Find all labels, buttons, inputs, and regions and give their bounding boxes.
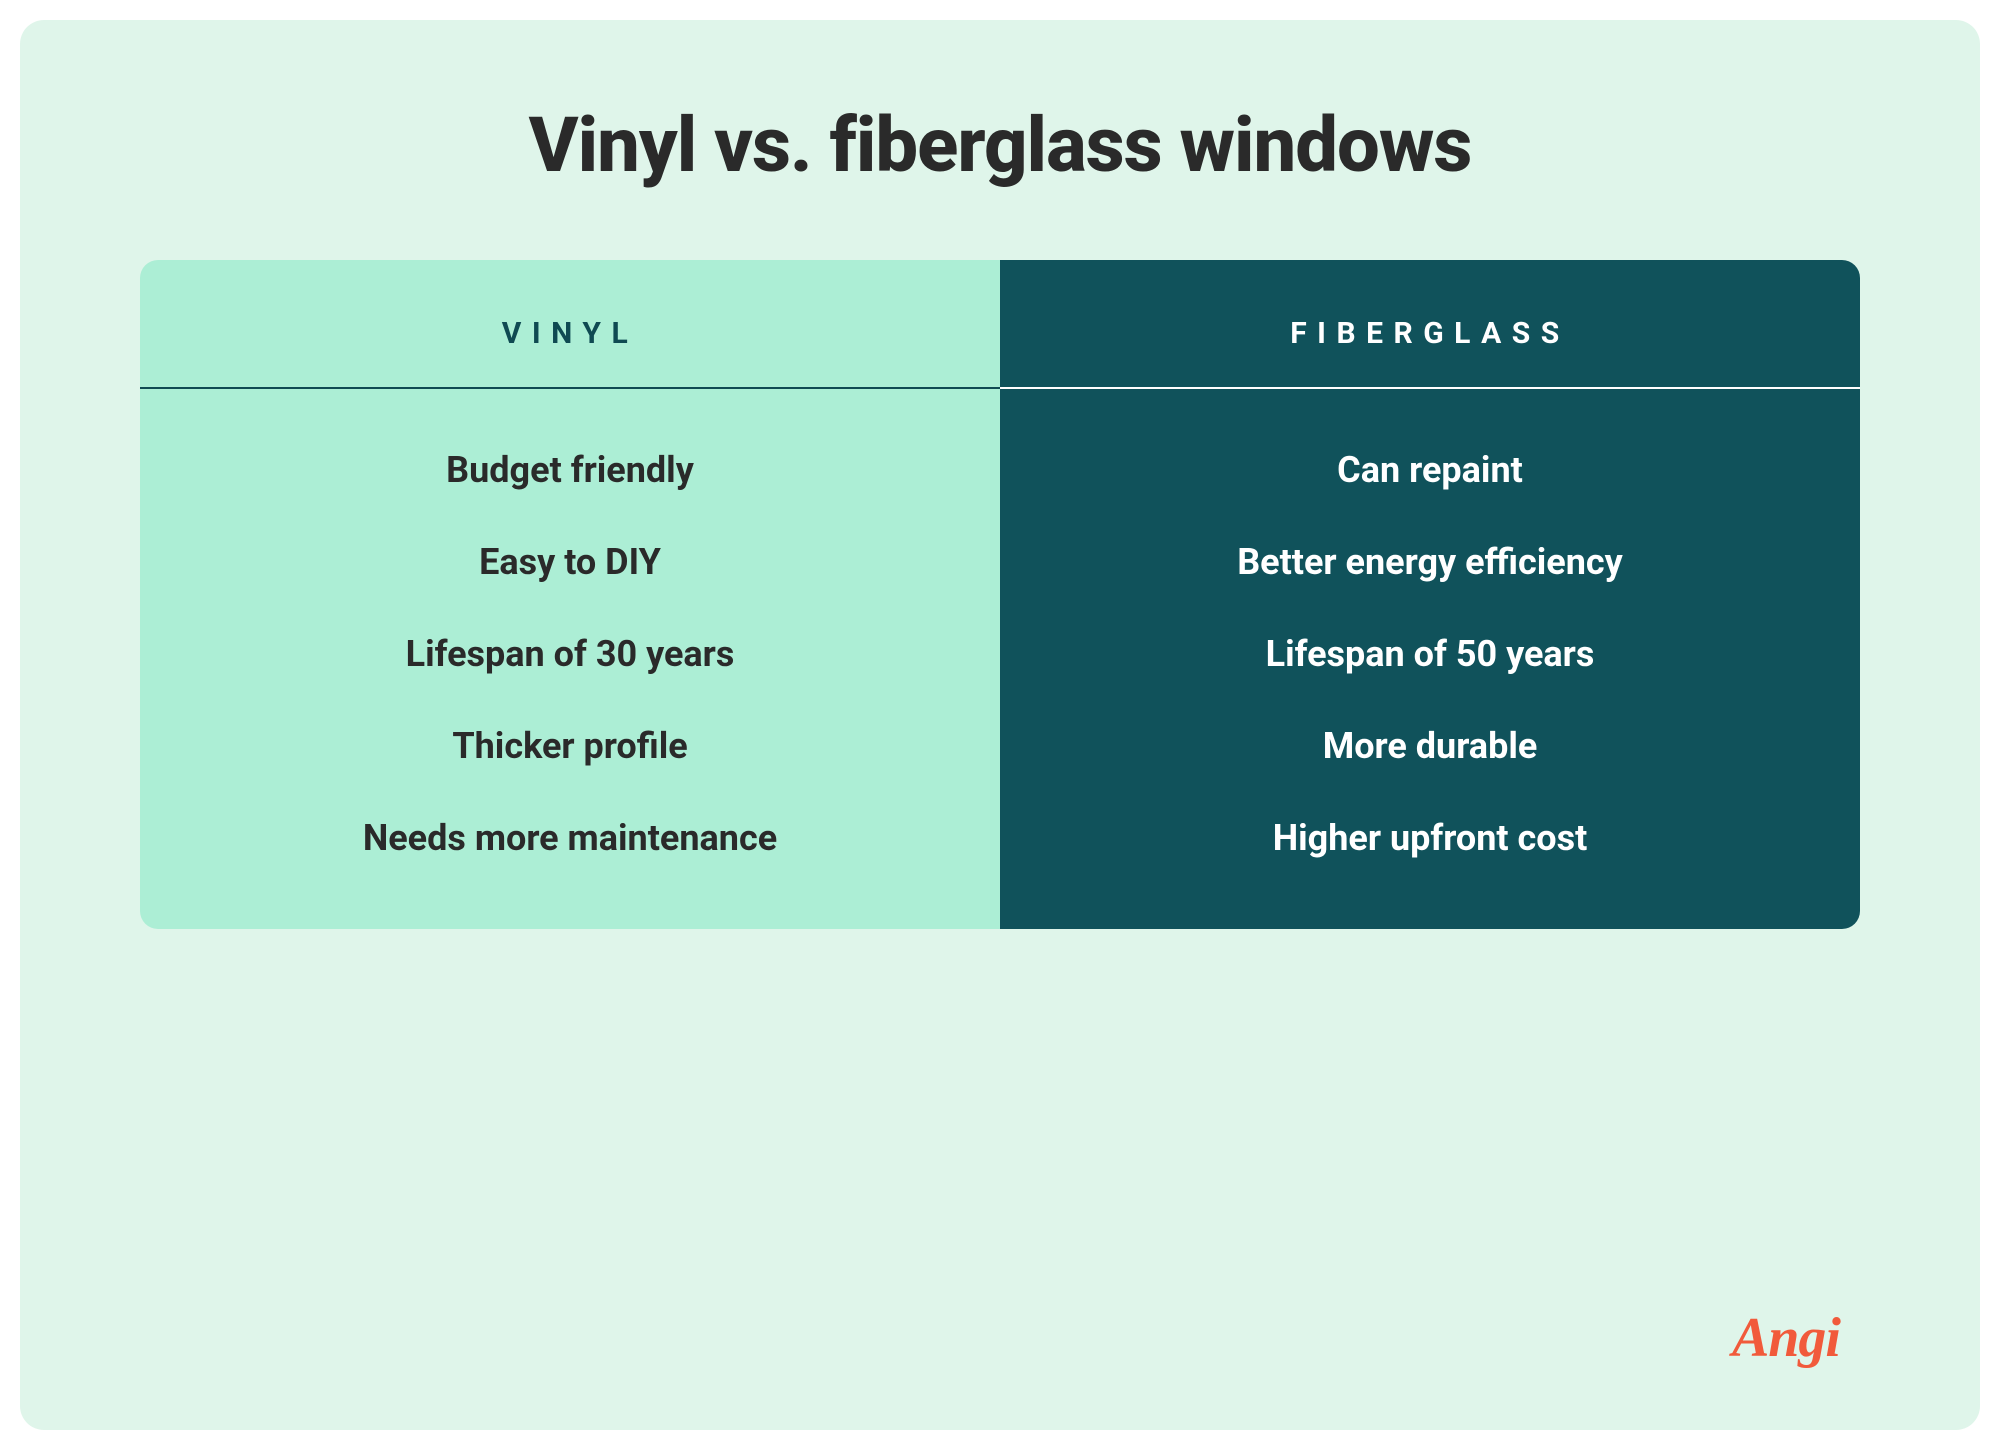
column-body-vinyl: Budget friendly Easy to DIY Lifespan of … bbox=[140, 389, 1000, 929]
column-header-fiberglass: FIBERGLASS bbox=[1000, 260, 1860, 389]
list-item: Needs more maintenance bbox=[363, 817, 777, 859]
infographic-title: Vinyl vs. fiberglass windows bbox=[140, 100, 1860, 190]
list-item: Higher upfront cost bbox=[1273, 817, 1588, 859]
list-item: Thicker profile bbox=[452, 725, 687, 767]
list-item: Easy to DIY bbox=[479, 541, 661, 583]
list-item: Lifespan of 30 years bbox=[406, 633, 735, 675]
list-item: More durable bbox=[1323, 725, 1538, 767]
list-item: Budget friendly bbox=[446, 449, 694, 491]
column-vinyl: VINYL Budget friendly Easy to DIY Lifesp… bbox=[140, 260, 1000, 929]
list-item: Better energy efficiency bbox=[1237, 541, 1623, 583]
column-fiberglass: FIBERGLASS Can repaint Better energy eff… bbox=[1000, 260, 1860, 929]
comparison-table: VINYL Budget friendly Easy to DIY Lifesp… bbox=[140, 260, 1860, 929]
list-item: Lifespan of 50 years bbox=[1266, 633, 1595, 675]
column-header-vinyl: VINYL bbox=[140, 260, 1000, 389]
list-item: Can repaint bbox=[1337, 449, 1523, 491]
brand-logo: Angi bbox=[1732, 1306, 1840, 1370]
column-body-fiberglass: Can repaint Better energy efficiency Lif… bbox=[1000, 389, 1860, 929]
infographic-card: Vinyl vs. fiberglass windows VINYL Budge… bbox=[20, 20, 1980, 1430]
